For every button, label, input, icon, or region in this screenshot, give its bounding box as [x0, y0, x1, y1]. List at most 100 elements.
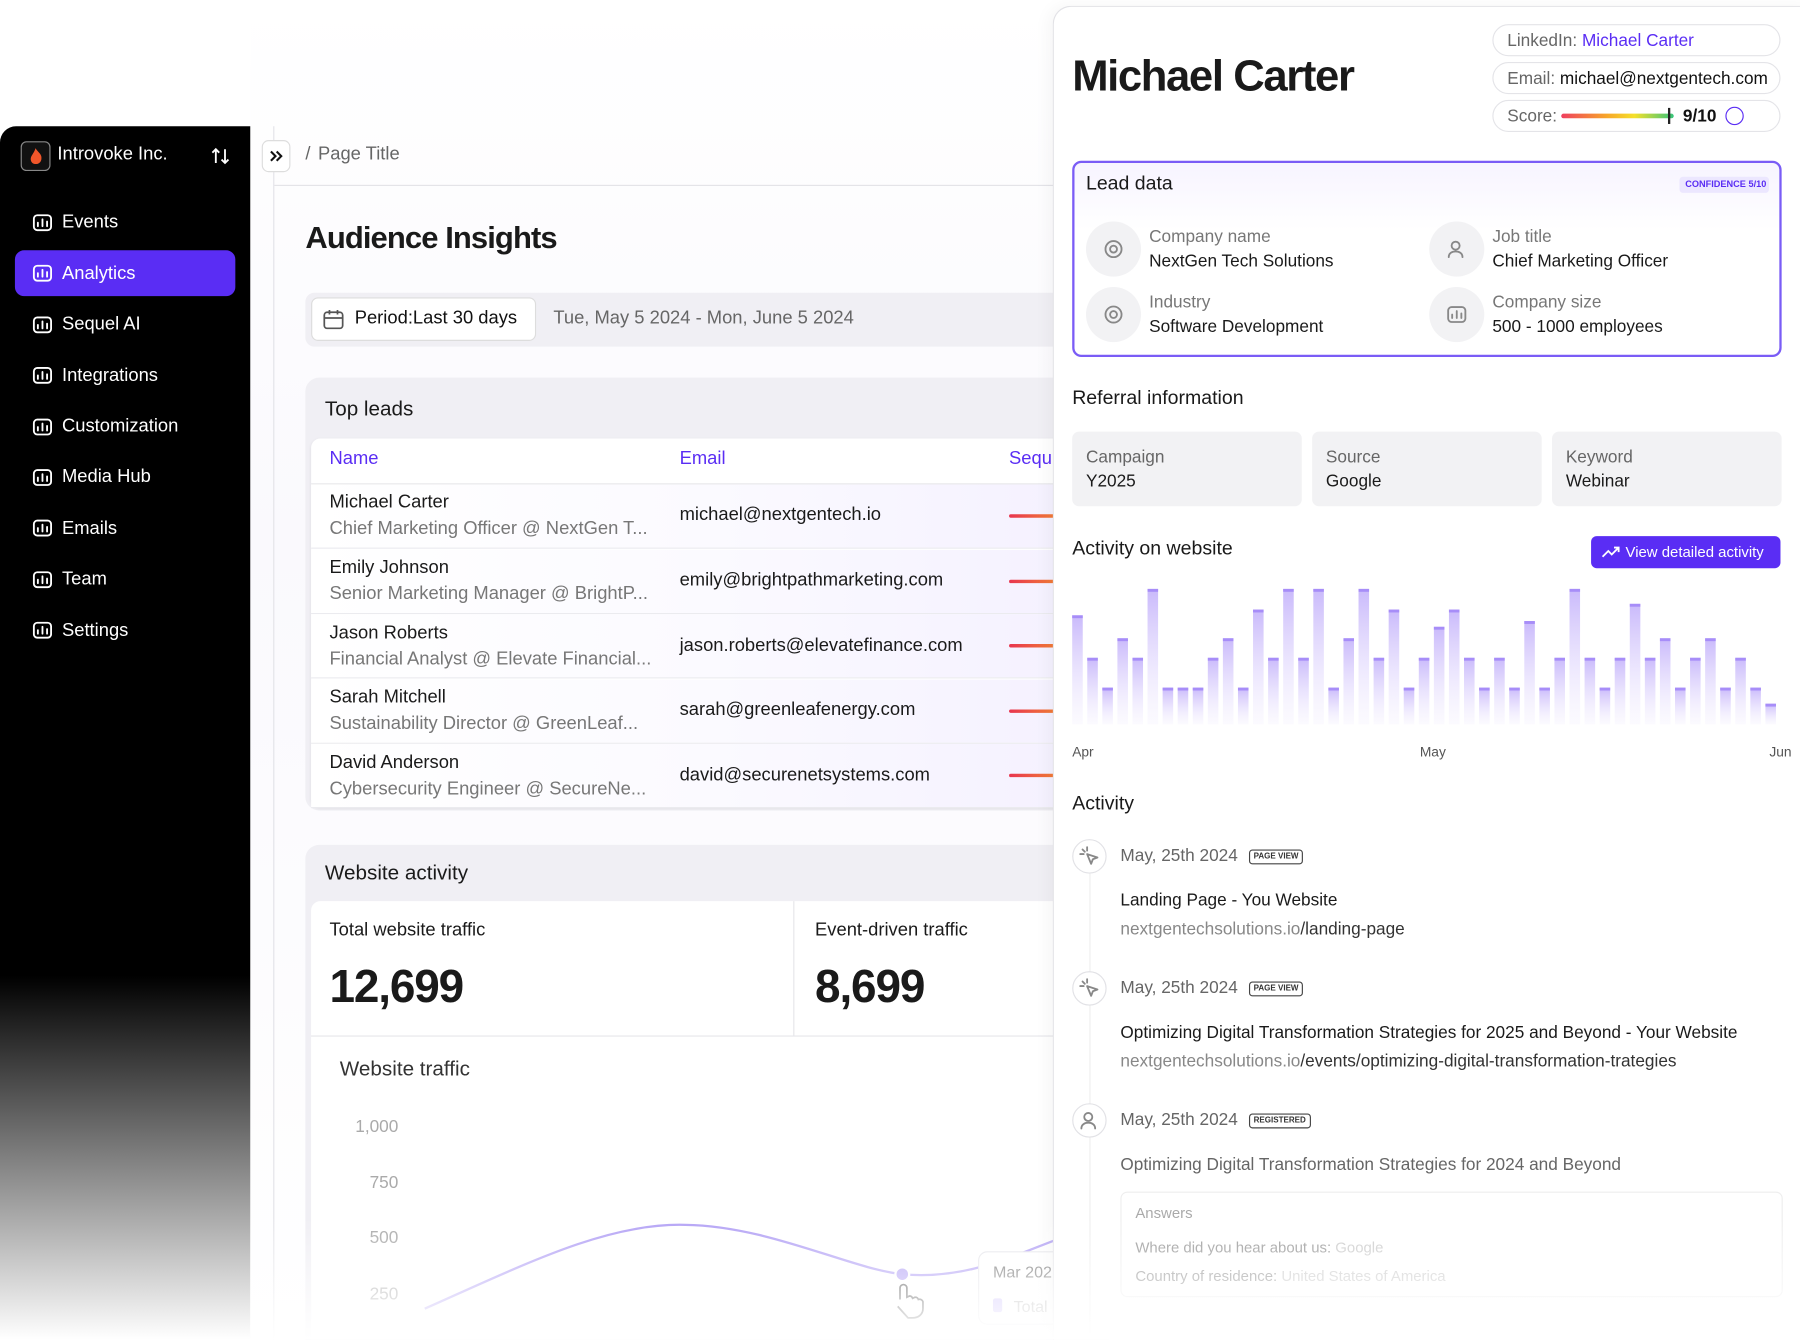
activity-bar — [1659, 638, 1671, 725]
activity-bar-chart — [1072, 588, 1776, 725]
activity-bar-cap — [1283, 588, 1294, 592]
nav-item[interactable]: Customization — [61, 416, 179, 437]
icon — [1079, 846, 1099, 865]
info-pill[interactable]: LinkedIn: Michael Carter — [1492, 24, 1781, 57]
activity-bar — [1705, 638, 1716, 725]
activity-bar — [1298, 657, 1309, 725]
period-text: Period:Last 30 days — [355, 309, 517, 330]
expand-button[interactable] — [261, 140, 291, 173]
referral-value: Google — [1325, 471, 1382, 492]
chevrons — [270, 150, 283, 162]
score-pill: Score: 9/10 — [1492, 99, 1781, 133]
activity-bar-cap — [1343, 638, 1355, 642]
activity-bar — [1750, 687, 1761, 725]
activity-icon — [1072, 971, 1107, 1006]
table-row[interactable] — [311, 484, 1115, 549]
activity-bar-cap — [1524, 621, 1535, 624]
logo-mark — [30, 148, 42, 165]
icon — [32, 418, 53, 435]
icon-shape — [1447, 306, 1467, 323]
profile-panel: Michael Carter LinkedIn: Michael Carter Em… — [1052, 5, 1800, 1340]
icon-shape — [32, 367, 53, 384]
icon-shape — [1109, 244, 1118, 254]
field-label: Company name — [1149, 227, 1271, 247]
y-tick-label: 750 — [369, 1172, 399, 1193]
expand-icon — [270, 150, 283, 162]
field-icon-bg — [1429, 286, 1485, 343]
activity-bar-cap — [1388, 609, 1400, 613]
column-header: Sequ — [1009, 449, 1052, 469]
activity-bar — [1644, 657, 1656, 725]
activity-bar — [1765, 703, 1776, 725]
y-tick-label: 1,000 — [355, 1116, 399, 1137]
nav-item[interactable]: Emails — [61, 518, 118, 539]
activity-icon — [1072, 1103, 1107, 1138]
org-name[interactable]: Introvoke Inc. — [57, 145, 168, 165]
activity-bar-cap — [1328, 687, 1339, 691]
activity-bar — [1283, 588, 1294, 725]
icon — [32, 520, 53, 537]
activity-bar — [1494, 657, 1505, 725]
profile-name: Michael Carter — [1072, 53, 1355, 102]
activity-bar-cap — [1479, 687, 1490, 691]
period-value: Last 30 days — [412, 308, 518, 329]
pill-value: michael@nextgentech.com — [1559, 68, 1768, 89]
icon — [1079, 978, 1099, 997]
activity-bar — [1222, 638, 1234, 725]
activity-bar-cap — [1674, 687, 1686, 691]
nav-item[interactable]: Media Hub — [61, 467, 151, 488]
trend-icon — [1601, 546, 1620, 558]
table-row[interactable] — [311, 744, 1115, 809]
trend-line — [1601, 546, 1620, 558]
icon-shape — [1450, 240, 1461, 251]
x-axis-label: May — [1419, 743, 1446, 760]
icon-shape — [32, 214, 53, 232]
lead-subtitle: Senior Marketing Manager @ BrightP... — [329, 584, 648, 604]
lead-name: Sarah Mitchell — [329, 687, 446, 708]
nav-item[interactable]: Team — [61, 569, 107, 590]
field-label: Industry — [1149, 292, 1211, 313]
activity-bar — [1554, 657, 1565, 725]
switch-arrows — [211, 147, 230, 165]
nav-item[interactable]: Events — [61, 212, 119, 233]
org-switch[interactable] — [210, 146, 231, 167]
activity-date: May, 25th 2024 — [1120, 1110, 1238, 1130]
activity-bar — [1388, 609, 1400, 725]
icon-shape — [1104, 240, 1123, 259]
table-row[interactable] — [311, 614, 1115, 679]
website-chart-title: Activity on website — [1072, 537, 1233, 559]
detail-button[interactable]: View detailed activity — [1591, 536, 1781, 569]
activity-bar — [1524, 621, 1535, 725]
activity-bar — [1207, 657, 1219, 725]
sequence-bar — [1009, 774, 1078, 778]
org-logo — [20, 141, 51, 172]
period-label: Period: — [354, 308, 413, 329]
pill-value: Michael Carter — [1581, 30, 1694, 51]
icon-shape — [32, 622, 53, 639]
icon — [32, 622, 53, 639]
field-icon-bg — [1429, 221, 1485, 277]
nav-item[interactable]: Sequel AI — [61, 314, 141, 335]
lead-name: Emily Johnson — [329, 557, 449, 578]
table-row[interactable] — [311, 549, 1115, 614]
answer-value: United States of America — [1281, 1267, 1446, 1285]
score-info[interactable] — [1725, 106, 1744, 126]
activity-icon — [1072, 839, 1107, 874]
table-row[interactable] — [311, 679, 1115, 744]
period-select[interactable]: Period:Last 30 days — [311, 297, 537, 341]
tooltip-swatch — [992, 1298, 1003, 1313]
activity-bar-cap — [1313, 588, 1324, 592]
nav-item[interactable]: Settings — [61, 620, 129, 641]
activity-bar-cap — [1177, 687, 1189, 691]
x-axis-label: Apr — [1072, 743, 1094, 760]
activity-bar-cap — [1494, 657, 1505, 661]
table-header-line — [311, 483, 1115, 485]
icon-shape — [36, 626, 48, 635]
lead-name: Jason Roberts — [329, 622, 448, 643]
icon — [1080, 1112, 1097, 1130]
activity-bar — [1072, 615, 1083, 725]
nav-item[interactable]: Analytics — [61, 263, 136, 284]
nav-item[interactable]: Integrations — [61, 365, 158, 386]
score-value: 9/10 — [1682, 106, 1717, 127]
activity-bar — [1569, 588, 1581, 725]
